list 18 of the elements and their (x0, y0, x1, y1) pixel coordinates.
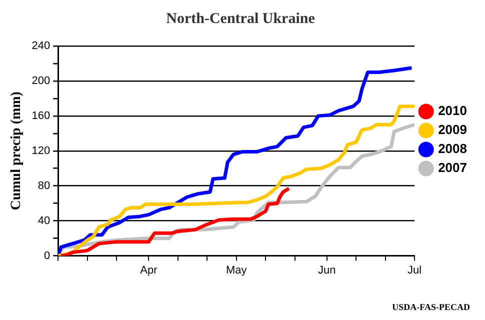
x-tick-label: Apr (140, 264, 158, 276)
y-tick-label: 0 (44, 250, 50, 262)
x-tick-label: May (226, 264, 248, 276)
y-tick-label: 160 (32, 110, 50, 122)
y-tick-label: 120 (32, 144, 50, 157)
chart-title: North-Central Ukraine (166, 10, 316, 27)
legend-label: 2010 (438, 103, 467, 118)
y-tick-label: 80 (38, 180, 50, 192)
legend-label: 2008 (438, 141, 467, 156)
y-tick-label: 240 (32, 40, 50, 52)
y-axis-title: Cumul precip (mm) (9, 91, 24, 210)
legend-label: 2009 (438, 122, 467, 138)
y-tick-label: 200 (32, 75, 50, 87)
x-tick-label: Jun (318, 264, 336, 276)
x-tick-label: Jul (408, 264, 422, 276)
y-tick-label: 40 (38, 214, 50, 227)
legend-label: 2007 (438, 160, 467, 176)
text: USDA-FAS-PECAD (392, 302, 470, 312)
